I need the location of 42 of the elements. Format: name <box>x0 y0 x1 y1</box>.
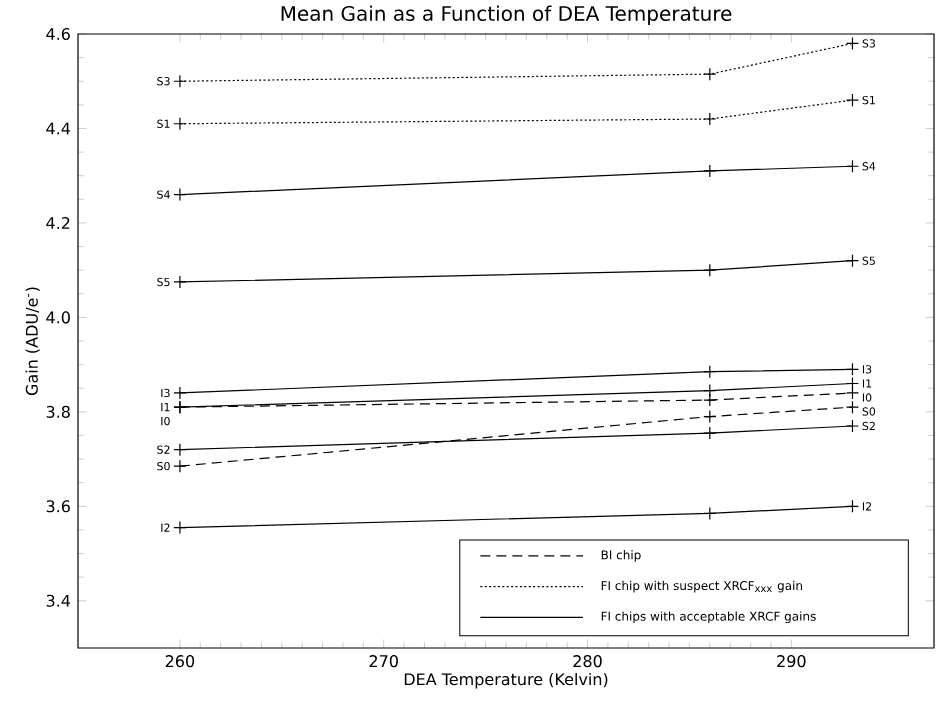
x-tick-label: 280 <box>573 655 602 668</box>
point <box>173 117 187 131</box>
point <box>173 443 187 457</box>
point <box>845 386 860 400</box>
y-tick-label: 3.4 <box>46 594 71 607</box>
point <box>173 459 187 473</box>
point <box>173 275 187 289</box>
point <box>845 36 860 51</box>
y-tick-label: 3.8 <box>46 405 70 418</box>
y-tick-label: 4.6 <box>46 27 70 41</box>
x-tick-label: 270 <box>369 655 398 668</box>
point <box>845 499 860 513</box>
point <box>845 254 860 268</box>
point <box>845 419 860 433</box>
point <box>845 400 860 414</box>
point <box>173 520 187 535</box>
point <box>173 187 187 202</box>
chart-title: Mean Gain as a Function of DEA Temperature <box>281 5 732 25</box>
point <box>703 164 717 178</box>
point <box>845 376 860 391</box>
point <box>173 386 187 400</box>
point <box>703 67 717 81</box>
point <box>703 263 717 277</box>
y-tick-label: 4.4 <box>46 122 71 135</box>
point <box>845 159 860 173</box>
point <box>703 384 717 398</box>
x-axis-title: DEA Temperature (Kelvin) <box>404 672 608 689</box>
point <box>845 362 860 376</box>
point <box>703 112 717 126</box>
point <box>703 426 717 440</box>
y-tick-label: 4.2 <box>46 216 70 229</box>
point <box>703 393 717 407</box>
point <box>845 93 860 107</box>
y-tick-label: 4.0 <box>46 311 70 324</box>
point <box>703 365 717 379</box>
x-tick-label: 290 <box>777 655 806 668</box>
y-tick-label: 3.6 <box>46 500 70 513</box>
x-tick-label: 260 <box>165 655 195 668</box>
point <box>703 409 717 424</box>
point <box>173 74 187 88</box>
y-axis-title: Gain (ADU/e$^{-}$) <box>25 287 40 396</box>
point <box>703 506 717 520</box>
